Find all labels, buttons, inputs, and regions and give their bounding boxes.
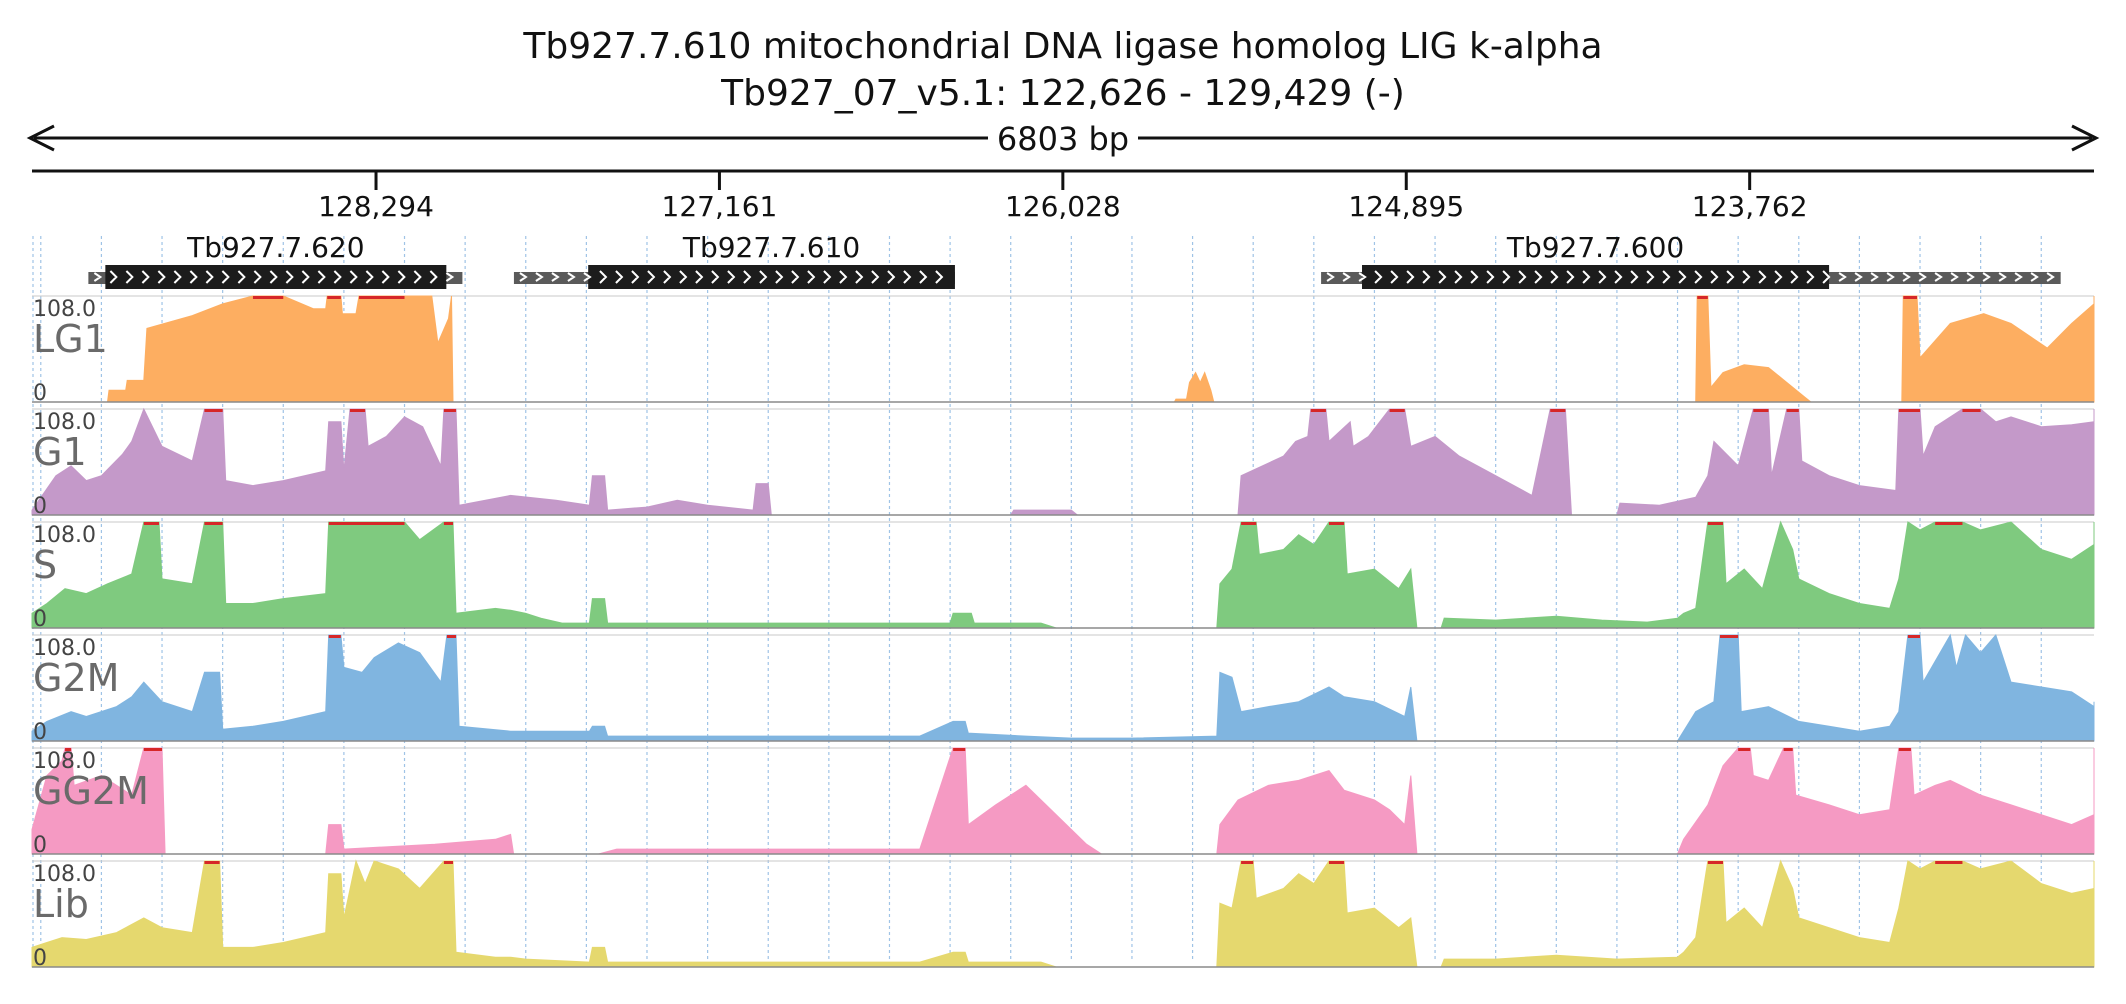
overflow-marker	[359, 296, 405, 299]
track-name-label: LG1	[33, 317, 108, 361]
y-min-label: 0	[33, 720, 47, 745]
gene-label: Tb927.7.600	[1506, 231, 1684, 264]
strand-chevrons	[93, 270, 455, 284]
gene-model: Tb927.7.600	[1321, 231, 2061, 289]
track-name-label: G2M	[33, 656, 119, 700]
overflow-marker	[1903, 296, 1917, 299]
y-min-label: 0	[33, 833, 47, 858]
gene-track: Tb927.7.620 Tb927.7.610 Tb927.7.600	[88, 231, 2061, 289]
coverage-area	[31, 407, 2095, 516]
gene-model: Tb927.7.620	[88, 231, 463, 289]
figure-title: Tb927.7.610 mitochondrial DNA ligase hom…	[522, 26, 1602, 67]
span-arrowhead-right	[2071, 124, 2100, 152]
ruler-tick-label: 128,294	[318, 190, 434, 223]
overflow-marker	[1707, 861, 1724, 864]
strand-chevrons	[1326, 270, 2055, 284]
gene-label: Tb927.7.620	[186, 231, 364, 264]
gene-cds	[1362, 265, 1830, 289]
ruler-tick-label: 126,028	[1005, 190, 1121, 223]
overflow-marker	[1389, 409, 1405, 412]
track-gg2m: 108.0 0 GG2M	[31, 747, 2095, 858]
track-name-label: GG2M	[33, 769, 149, 813]
overflow-marker	[443, 861, 454, 864]
overflow-marker	[446, 635, 457, 638]
overflow-marker	[204, 409, 223, 412]
track-name-label: S	[33, 543, 57, 587]
overflow-marker	[1328, 861, 1345, 864]
overflow-marker	[1786, 409, 1799, 412]
y-min-label: 0	[33, 381, 47, 406]
locus-label: Tb927_07_v5.1: 122,626 - 129,429 (-)	[720, 73, 1405, 114]
overflow-marker	[1719, 635, 1739, 638]
y-min-label: 0	[33, 494, 47, 519]
track-name-label: G1	[33, 430, 87, 474]
overflow-marker	[1697, 296, 1708, 299]
y-max-label: 108.0	[33, 749, 96, 774]
ruler-tick-label: 124,895	[1348, 190, 1464, 223]
overflow-marker	[1707, 522, 1724, 525]
track-lib: 108.0 0 Lib	[31, 859, 2095, 971]
overflow-marker	[443, 409, 457, 412]
y-max-label: 108.0	[33, 297, 96, 322]
coverage-tracks: 108.00LG1108.00G1108.00S108.00G2M108.00G…	[31, 295, 2095, 971]
overflow-marker	[65, 748, 72, 751]
coverage-area	[31, 520, 2095, 629]
ruler-tick-label: 123,762	[1692, 190, 1808, 223]
overflow-marker	[953, 748, 966, 751]
track-lg1: 108.0 0 LG1	[32, 295, 2095, 406]
track-g1: 108.0 0 G1	[31, 407, 2095, 519]
overflow-marker	[252, 296, 284, 299]
gene-model: Tb927.7.610	[513, 231, 955, 289]
gene-cds	[588, 265, 955, 289]
coverage-area	[31, 859, 2095, 968]
overflow-marker	[1935, 861, 1963, 864]
y-min-label: 0	[33, 607, 47, 632]
overflow-marker	[143, 748, 163, 751]
overflow-marker	[204, 861, 220, 864]
overflow-marker	[1738, 748, 1751, 751]
coverage-area	[31, 633, 2095, 742]
overflow-marker	[1783, 748, 1793, 751]
overflow-marker	[1907, 635, 1921, 638]
overflow-marker	[1550, 409, 1566, 412]
coverage-area	[32, 295, 2095, 403]
y-max-label: 108.0	[33, 523, 96, 548]
track-s: 108.0 0 S	[31, 520, 2095, 632]
span-label: 6803 bp	[997, 120, 1129, 158]
overflow-marker	[1310, 409, 1326, 412]
y-max-label: 108.0	[33, 636, 96, 661]
coverage-area	[31, 747, 2095, 855]
y-max-label: 108.0	[33, 862, 96, 887]
overflow-marker	[1962, 409, 1981, 412]
overflow-marker	[1898, 748, 1911, 751]
y-min-label: 0	[33, 946, 47, 971]
overflow-marker	[1328, 522, 1345, 525]
overflow-marker	[327, 296, 341, 299]
overflow-marker	[328, 635, 341, 638]
y-max-label: 108.0	[33, 410, 96, 435]
overflow-marker	[443, 522, 454, 525]
strand-chevrons	[519, 270, 944, 284]
overflow-marker	[1753, 409, 1769, 412]
gene-label: Tb927.7.610	[682, 231, 860, 264]
overflow-marker	[204, 522, 223, 525]
overflow-marker	[1898, 409, 1921, 412]
overflow-marker	[1935, 522, 1963, 525]
track-name-label: Lib	[33, 882, 89, 926]
overflow-marker	[328, 522, 405, 525]
overflow-marker	[143, 522, 159, 525]
ruler-tick-label: 127,161	[662, 190, 778, 223]
overflow-marker	[1241, 522, 1257, 525]
overflow-marker	[349, 409, 366, 412]
span-arrowhead-left	[26, 124, 55, 152]
overflow-marker	[1241, 861, 1254, 864]
track-g2m: 108.0 0 G2M	[31, 633, 2095, 745]
coordinate-ruler: 128,294 127,161 126,028 124,895 123,762	[32, 169, 2094, 223]
span-arrow	[26, 124, 2100, 152]
